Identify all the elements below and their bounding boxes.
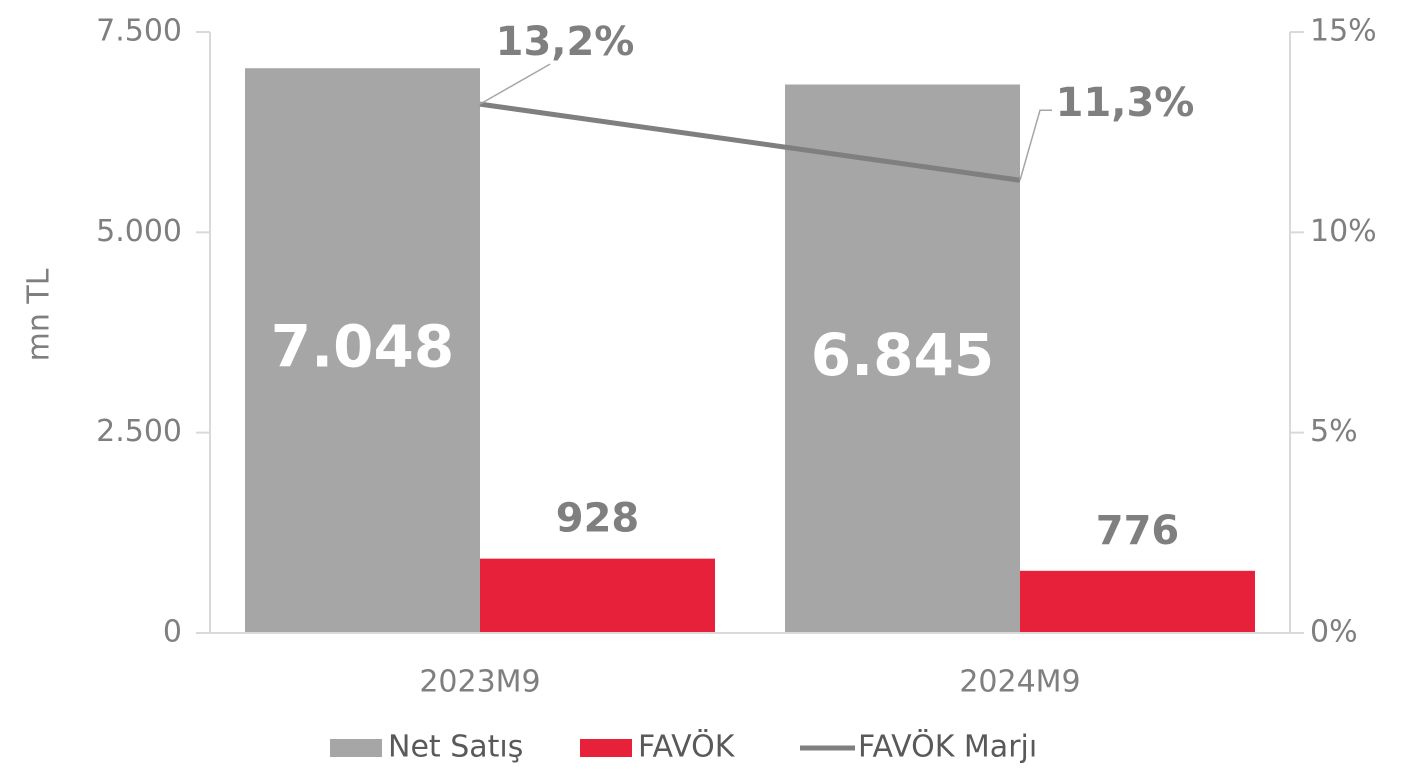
legend-swatch: [580, 739, 632, 757]
bar-value-label: 776: [1096, 508, 1180, 554]
y-tick-label: 2.500: [96, 414, 182, 449]
y-tick-label: 0: [163, 615, 182, 650]
line-value-label: 13,2%: [496, 19, 635, 65]
legend-label: FAVÖK: [638, 729, 736, 765]
line-value-label: 11,3%: [1056, 80, 1195, 126]
bar-value-label: 7.048: [271, 313, 454, 381]
y-axis-label: mn TL: [22, 268, 57, 361]
leader-line: [479, 63, 551, 105]
y-tick-label: 7.500: [96, 14, 182, 49]
legend-label: Net Satış: [388, 730, 523, 765]
legend-label: FAVÖK Marjı: [858, 729, 1037, 765]
bar-value-label: 928: [556, 496, 640, 542]
leader-line: [1019, 109, 1052, 181]
y2-tick-label: 0%: [1310, 615, 1358, 650]
bar: [480, 558, 715, 633]
y2-tick-label: 10%: [1310, 214, 1377, 249]
y-tick-label: 5.000: [96, 214, 182, 249]
bar-value-label: 6.845: [811, 321, 994, 389]
line: [479, 101, 1021, 183]
x-tick-label: 2024M9: [959, 665, 1080, 700]
y2-tick-label: 5%: [1310, 414, 1358, 449]
bar: [245, 68, 480, 633]
bar: [1020, 570, 1255, 633]
y2-tick-label: 15%: [1310, 14, 1377, 49]
legend-swatch: [330, 739, 382, 757]
x-tick-label: 2023M9: [419, 665, 540, 700]
